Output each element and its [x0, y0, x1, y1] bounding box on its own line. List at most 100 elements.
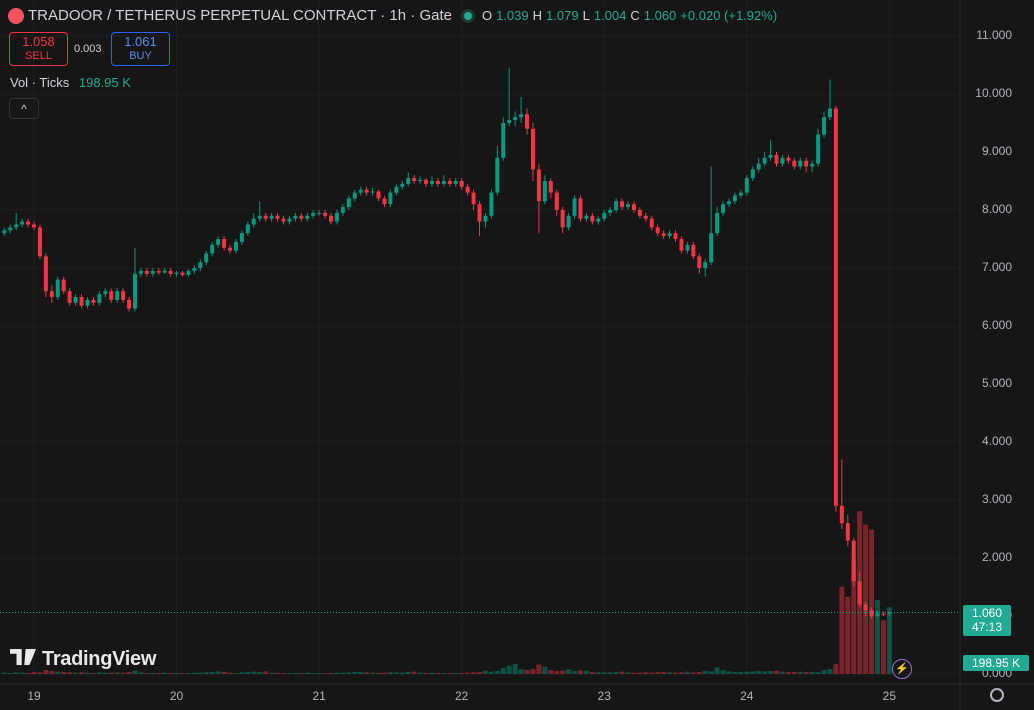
candle-body [614, 201, 619, 210]
volume-bar [203, 672, 209, 674]
volume-bar [102, 672, 108, 674]
candle-body [495, 157, 500, 193]
buy-label: BUY [129, 50, 152, 62]
candle-body [435, 181, 440, 184]
candle-body [429, 181, 434, 184]
candle-body [121, 291, 126, 300]
candle-body [637, 210, 642, 216]
candle-body [85, 299, 90, 306]
candle-body [275, 215, 280, 219]
candle-body [73, 297, 78, 303]
candle-body [530, 128, 535, 170]
candle-body [79, 297, 84, 306]
logo: TradingView [10, 648, 156, 671]
candle-body [210, 244, 215, 254]
candle-body [608, 210, 613, 213]
x-tick-label: 19 [27, 689, 41, 703]
volume-bar [607, 672, 613, 674]
volume-bar [376, 672, 382, 674]
collapse-button[interactable]: ^ [9, 98, 39, 119]
volume-bar [162, 672, 168, 674]
candle-body [804, 160, 809, 167]
volume-bar [25, 672, 31, 674]
candle-body [459, 181, 464, 187]
volume-bar [429, 672, 435, 674]
volume-bar [886, 607, 892, 674]
h-label: H [532, 8, 543, 23]
volume-bar [304, 672, 310, 674]
price-tag-price: 1.060 [971, 606, 1003, 620]
candle-body [382, 198, 387, 205]
candle-body [412, 178, 417, 181]
candle-body [827, 108, 832, 118]
volume-bar [554, 670, 560, 674]
volume-bar [180, 672, 185, 674]
volume-bar [797, 671, 803, 674]
candle-body [32, 224, 36, 228]
volume-bar [625, 672, 631, 674]
candle-body [703, 262, 708, 268]
candle-body [180, 272, 185, 275]
candle-body [26, 221, 31, 225]
volume-bar [453, 672, 459, 674]
candle-body [358, 189, 363, 193]
header: TRADOOR / TETHERUS PERPETUAL CONTRACT · … [8, 7, 777, 24]
candle-body [863, 604, 868, 611]
volume-bar [233, 672, 239, 674]
candle-body [323, 212, 328, 216]
candle-body [774, 154, 779, 164]
volume-bar [197, 672, 203, 674]
candle-body [750, 169, 755, 179]
volume-bar [423, 672, 429, 674]
candle-body [49, 291, 54, 297]
volume-bar [209, 671, 215, 674]
candle-body [738, 192, 743, 196]
y-tick-label: 9.000 [982, 144, 1012, 158]
candle-body [400, 183, 405, 187]
volume-bar [708, 671, 714, 674]
candle-body [732, 195, 737, 202]
c-label: C [630, 8, 640, 23]
sell-button[interactable]: 1.058 SELL [9, 32, 68, 66]
candle-body [590, 215, 595, 222]
candle-body [768, 154, 773, 158]
volume-legend-value: 198.95 K [78, 75, 131, 90]
status-dot [463, 11, 472, 20]
candle-body [649, 218, 654, 228]
volume-bar [221, 671, 227, 674]
y-tick-label: 2.000 [982, 550, 1012, 564]
candle-body [816, 134, 821, 164]
candle-body [263, 215, 268, 219]
volume-bar [684, 671, 690, 674]
candle-body [8, 227, 13, 231]
volume-bar [744, 671, 750, 674]
candle-body [572, 198, 577, 216]
volume-bar [649, 672, 655, 674]
candle-body [91, 299, 96, 303]
settings-icon[interactable] [990, 688, 1004, 702]
volume-bar [43, 669, 49, 674]
candle-body [477, 204, 482, 222]
candle-body [709, 233, 714, 263]
volume-bar [405, 671, 411, 674]
candle-body [697, 256, 702, 268]
x-tick-label: 25 [883, 689, 897, 703]
lightning-icon[interactable]: ⚡ [892, 659, 912, 679]
candle-body [245, 224, 250, 234]
candle-body [233, 241, 238, 251]
volume-bar [560, 670, 566, 674]
candle-body [67, 291, 72, 303]
candle-body [317, 212, 322, 214]
candle-body [869, 610, 874, 616]
title[interactable]: TRADOOR / TETHERUS PERPETUAL CONTRACT · … [28, 7, 452, 24]
y-tick-label: 7.000 [982, 260, 1012, 274]
volume-bar [726, 671, 732, 674]
candle-body [875, 613, 880, 616]
volume-bar [643, 672, 649, 674]
buy-button[interactable]: 1.061 BUY [111, 32, 170, 66]
volume-bar [827, 668, 833, 674]
candle-body [525, 114, 530, 129]
candle-body [216, 239, 221, 245]
volume-bar [566, 669, 572, 674]
